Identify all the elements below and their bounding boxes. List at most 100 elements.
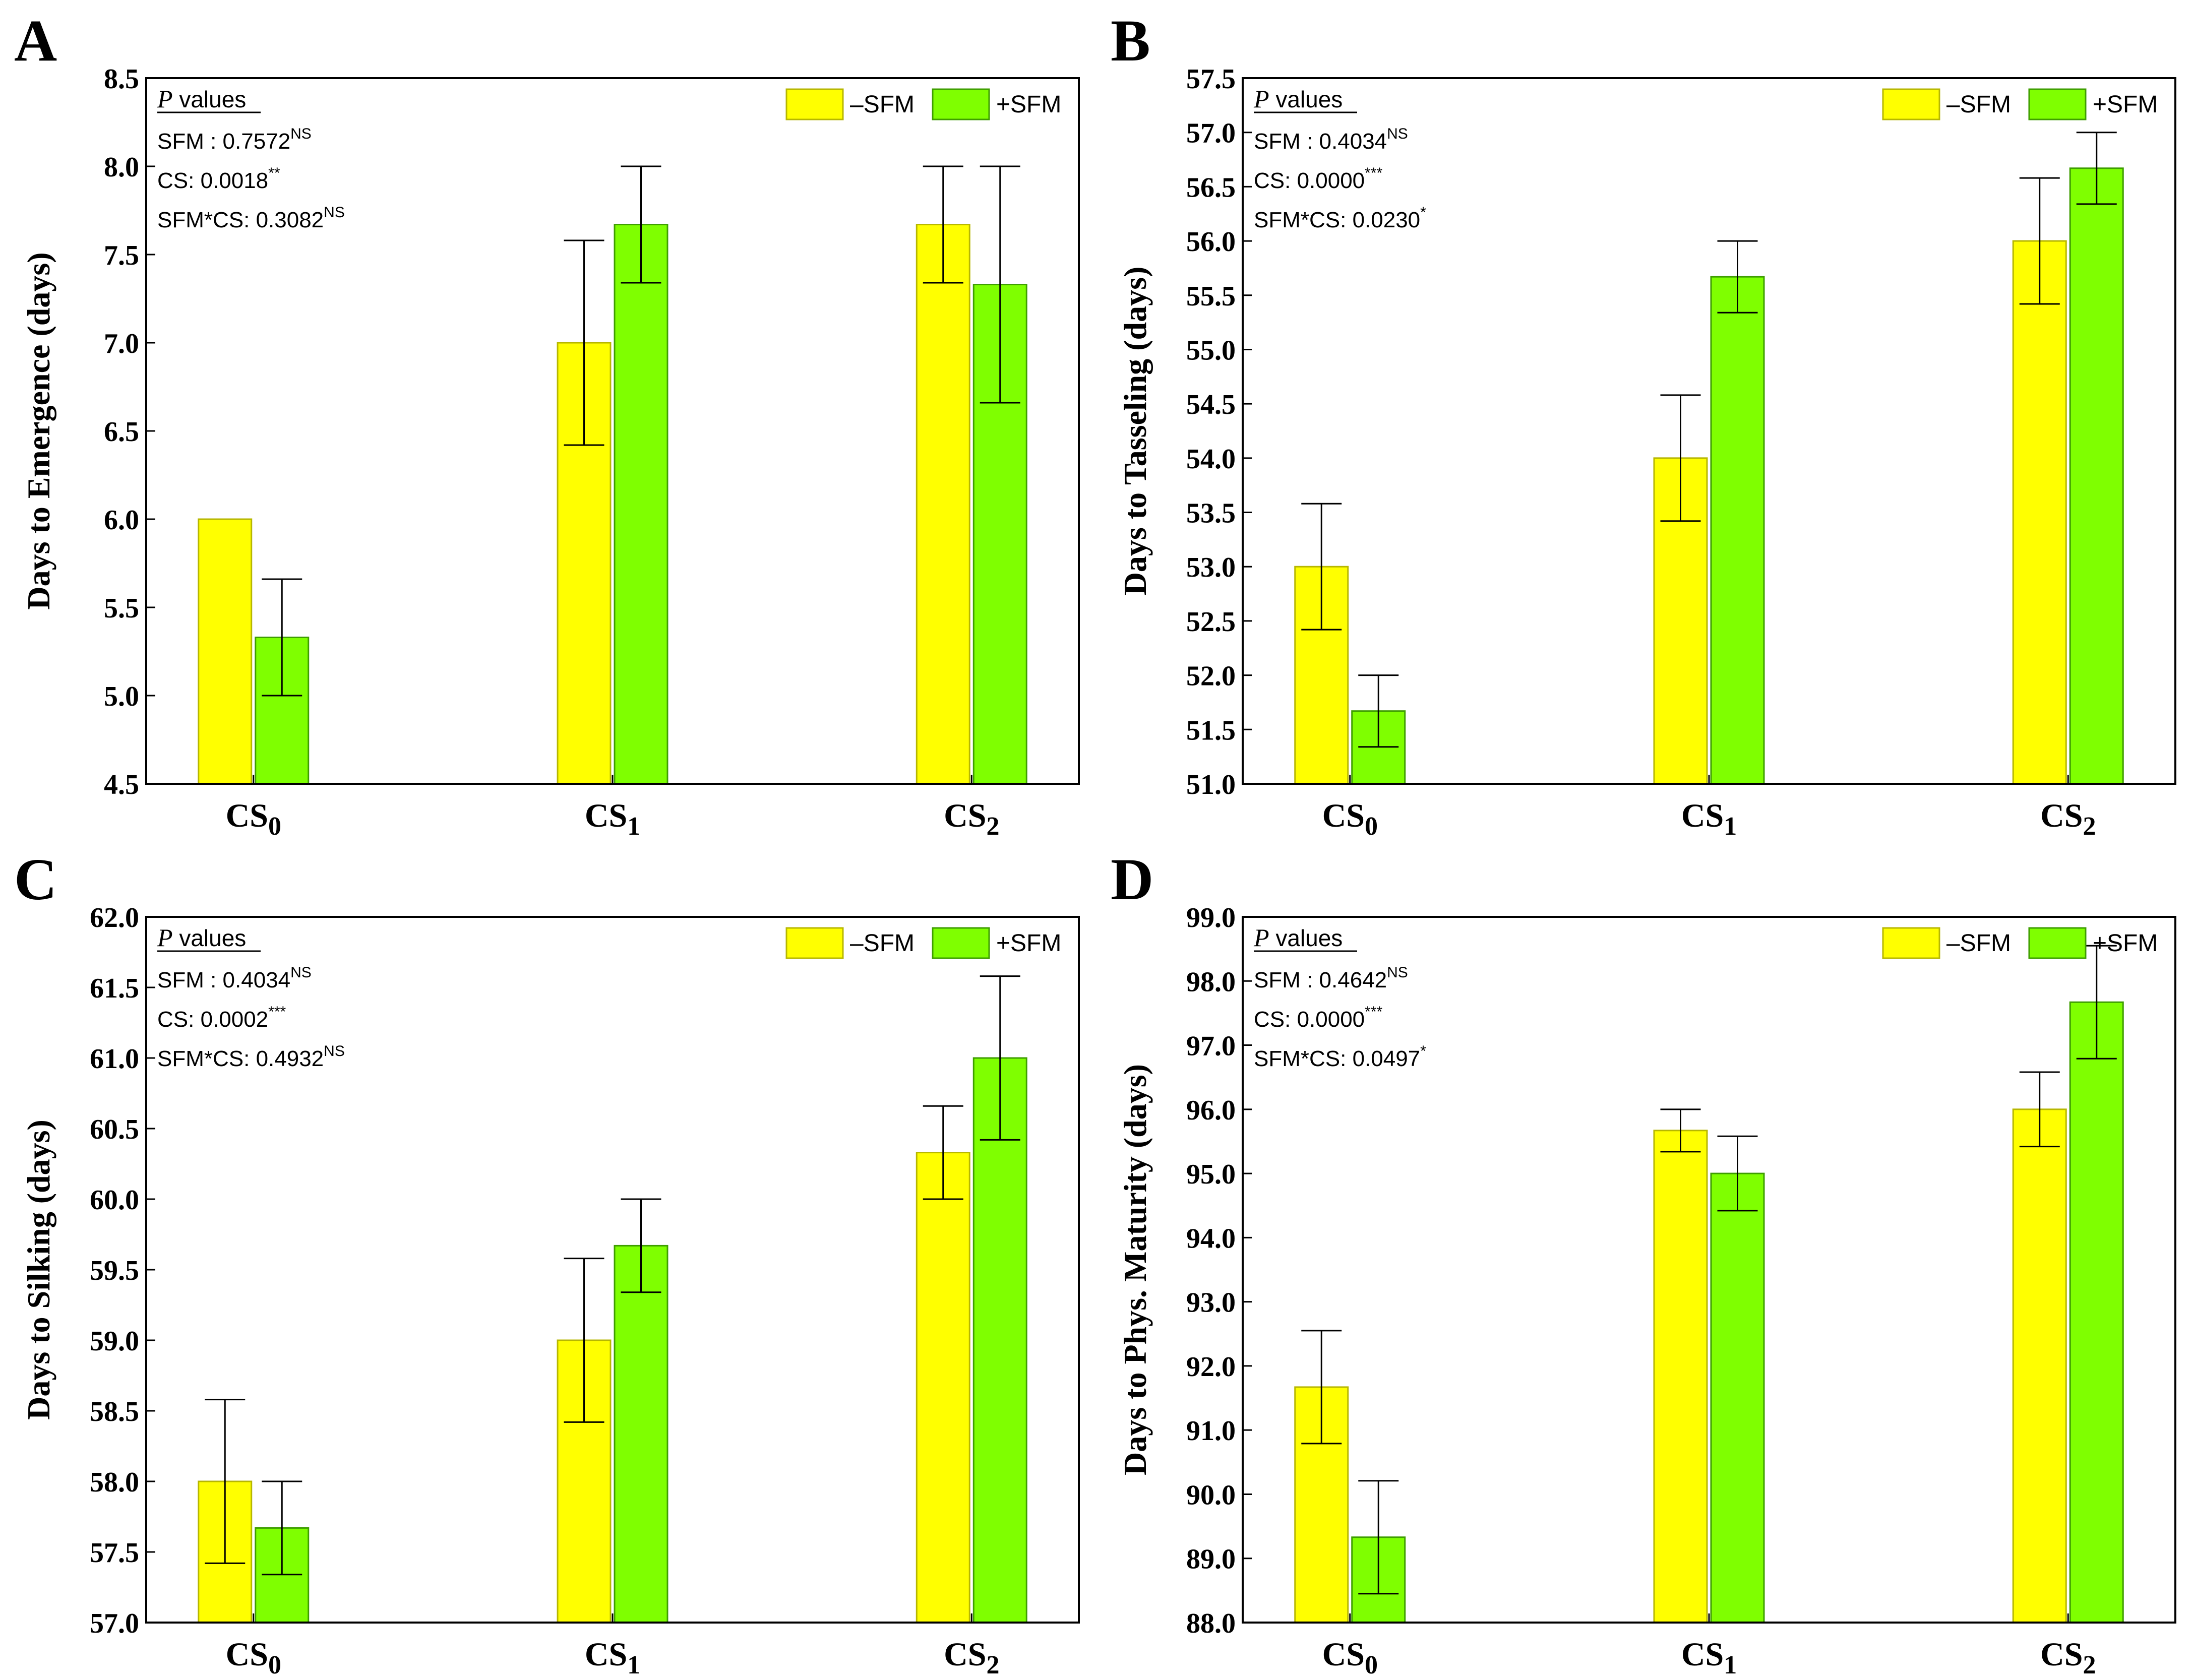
pvalue-line: SFM*CS: 0.0230* bbox=[1254, 204, 1426, 232]
legend-swatch-minus-sfm bbox=[785, 88, 844, 120]
plot-frame bbox=[1242, 77, 2176, 785]
x-tick-label: CS0 bbox=[226, 1636, 281, 1677]
y-tick-label: 62.0 bbox=[90, 902, 139, 934]
y-tick-label: 6.5 bbox=[104, 416, 139, 448]
y-tick-label: 61.0 bbox=[90, 1043, 139, 1075]
y-tick-label: 7.0 bbox=[104, 328, 139, 359]
x-tick-label: CS0 bbox=[1322, 1636, 1378, 1677]
panel-label-a: A bbox=[14, 8, 57, 74]
y-tick-label: 4.5 bbox=[104, 769, 139, 800]
chart-a-svg: A 4.5 5.0 5.5 6.0 6.5 7.0 7.5 8.0 8.5 Days to Emer… bbox=[14, 8, 1080, 841]
x-tick-label: CS1 bbox=[1681, 797, 1737, 839]
pvalue-line: SFM*CS: 0.3082NS bbox=[157, 204, 345, 232]
y-tick-label: 57.0 bbox=[90, 1608, 139, 1639]
y-tick-label: 53.0 bbox=[1186, 552, 1236, 583]
legend-label-minus-sfm: –SFM bbox=[850, 91, 915, 118]
y-tick-label: 51.5 bbox=[1186, 715, 1236, 746]
y-tick-label: 53.5 bbox=[1186, 498, 1236, 529]
panel-label-d: D bbox=[1111, 846, 1153, 912]
chart-c-svg: C 57.0 57.5 58.0 58.5 59.0 59.5 60.0 60.5 61.0 61.… bbox=[14, 846, 1080, 1679]
y-tick-label: 57.5 bbox=[90, 1537, 139, 1569]
legend-swatch-plus-sfm bbox=[932, 927, 990, 959]
y-tick-label: 96.0 bbox=[1186, 1095, 1236, 1126]
pvalue-line: SFM*CS: 0.4932NS bbox=[157, 1043, 345, 1071]
legend-label-plus-sfm: +SFM bbox=[996, 930, 1061, 957]
pvalue-line: SFM : 0.4642NS bbox=[1254, 964, 1408, 992]
pvalue-line: CS: 0.0000*** bbox=[1254, 1004, 1383, 1032]
legend-label-plus-sfm: +SFM bbox=[2093, 930, 2158, 957]
y-tick-label: 94.0 bbox=[1186, 1223, 1236, 1254]
chart-panel-a: A 4.5 5.0 5.5 6.0 6.5 7.0 7.5 8.0 8.5 Days to Emer… bbox=[0, 0, 1096, 841]
y-tick-label: 59.5 bbox=[90, 1255, 139, 1286]
bar-plus-sfm-cs2 bbox=[972, 1057, 1027, 1624]
pvalue-line: SFM : 0.4034NS bbox=[1254, 126, 1408, 154]
y-tick-label: 57.5 bbox=[1186, 64, 1236, 95]
pvalue-line: CS: 0.0000*** bbox=[1254, 165, 1383, 193]
legend-label-minus-sfm: –SFM bbox=[1946, 91, 2011, 118]
legend-label-minus-sfm: –SFM bbox=[850, 930, 915, 957]
y-tick-label: 5.0 bbox=[104, 681, 139, 712]
chart-d-svg: D 88.0 89.0 90.0 91.0 92.0 93.0 94.0 95.0 96.0 97.… bbox=[1111, 846, 2176, 1679]
bar-plus-sfm-cs2 bbox=[2069, 167, 2124, 785]
y-tick-label: 92.0 bbox=[1186, 1351, 1236, 1383]
y-axis-label: Days to Tasseling (days) bbox=[1117, 267, 1153, 596]
y-tick-label: 6.0 bbox=[104, 505, 139, 536]
pvalues-heading: P values bbox=[1253, 923, 1343, 952]
y-tick-label: 7.5 bbox=[104, 240, 139, 271]
legend-swatch-plus-sfm bbox=[2028, 927, 2087, 959]
y-tick-label: 95.0 bbox=[1186, 1159, 1236, 1190]
y-tick-label: 58.0 bbox=[90, 1467, 139, 1498]
y-axis-label: Days to Silking (days) bbox=[21, 1119, 56, 1420]
legend-label-plus-sfm: +SFM bbox=[996, 91, 1061, 118]
bar-plus-sfm-cs1 bbox=[614, 224, 668, 785]
y-tick-label: 52.5 bbox=[1186, 606, 1236, 638]
bar-plus-sfm-cs1 bbox=[614, 1245, 668, 1624]
pvalue-line: CS: 0.0002*** bbox=[157, 1004, 286, 1032]
pvalues-heading: P values bbox=[157, 923, 246, 952]
chart-panel-c: C 57.0 57.5 58.0 58.5 59.0 59.5 60.0 60.5 61.0 61.… bbox=[0, 839, 1096, 1679]
y-tick-label: 98.0 bbox=[1186, 966, 1236, 998]
x-tick-label: CS0 bbox=[1322, 797, 1378, 839]
x-tick-label: CS2 bbox=[944, 1636, 999, 1677]
x-tick-label: CS2 bbox=[2040, 797, 2096, 839]
y-tick-label: 91.0 bbox=[1186, 1415, 1236, 1447]
y-tick-label: 90.0 bbox=[1186, 1479, 1236, 1511]
y-tick-label: 8.5 bbox=[104, 64, 139, 95]
y-tick-label: 61.5 bbox=[90, 973, 139, 1004]
bar-minus-sfm-cs2 bbox=[2012, 1108, 2067, 1624]
bar-minus-sfm-cs2 bbox=[916, 1152, 970, 1624]
y-tick-label: 99.0 bbox=[1186, 902, 1236, 934]
plot-frame bbox=[145, 916, 1080, 1624]
chart-panel-d: D 88.0 89.0 90.0 91.0 92.0 93.0 94.0 95.0 96.0 97.… bbox=[1096, 839, 2193, 1679]
bar-minus-sfm-cs0 bbox=[198, 518, 253, 785]
panel-label-c: C bbox=[14, 846, 57, 912]
y-tick-label: 5.5 bbox=[104, 593, 139, 624]
x-tick-label: CS2 bbox=[2040, 1636, 2096, 1677]
y-tick-label: 8.0 bbox=[104, 152, 139, 183]
y-tick-label: 54.0 bbox=[1186, 444, 1236, 475]
legend-swatch-plus-sfm bbox=[932, 88, 990, 120]
legend-swatch-minus-sfm bbox=[785, 927, 844, 959]
y-tick-label: 55.5 bbox=[1186, 281, 1236, 312]
y-tick-label: 55.0 bbox=[1186, 335, 1236, 366]
bar-minus-sfm-cs2 bbox=[2012, 240, 2067, 785]
y-tick-label: 51.0 bbox=[1186, 769, 1236, 800]
panel-label-b: B bbox=[1111, 8, 1150, 74]
chart-b-svg: B 51.0 51.5 52.0 52.5 53.0 53.5 54.0 54.5 55.0 55.… bbox=[1111, 8, 2176, 841]
bar-minus-sfm-cs2 bbox=[916, 224, 970, 785]
y-tick-label: 56.0 bbox=[1186, 226, 1236, 258]
plot-frame bbox=[145, 77, 1080, 785]
legend-label-plus-sfm: +SFM bbox=[2093, 91, 2158, 118]
pvalue-line: CS: 0.0018** bbox=[157, 165, 280, 193]
pvalue-line: SFM*CS: 0.0497* bbox=[1254, 1043, 1426, 1071]
bar-minus-sfm-cs1 bbox=[1653, 1130, 1708, 1624]
y-tick-label: 89.0 bbox=[1186, 1544, 1236, 1575]
x-tick-label: CS1 bbox=[585, 797, 640, 839]
y-tick-label: 56.5 bbox=[1186, 172, 1236, 203]
pvalue-line: SFM : 0.7572NS bbox=[157, 126, 312, 154]
pvalues-heading: P values bbox=[157, 85, 246, 113]
y-axis-label: Days to Phys. Maturity (days) bbox=[1117, 1064, 1153, 1475]
y-tick-label: 52.0 bbox=[1186, 661, 1236, 692]
x-tick-label: CS0 bbox=[226, 797, 281, 839]
bar-plus-sfm-cs1 bbox=[1710, 276, 1765, 785]
